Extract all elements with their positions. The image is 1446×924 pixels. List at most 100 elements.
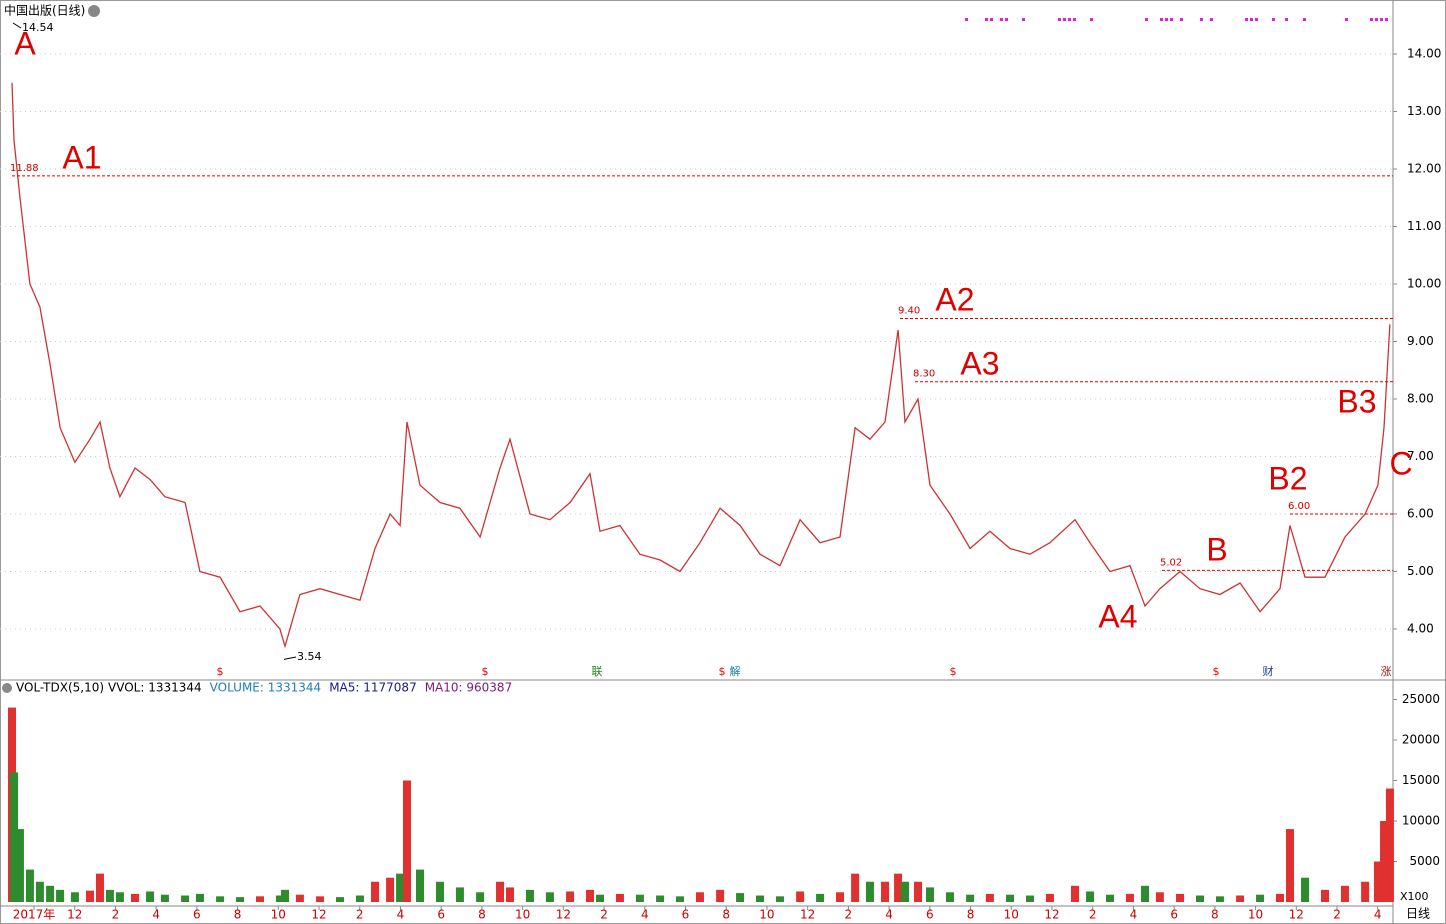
- volume-bar: [216, 896, 225, 902]
- x-tick-label: 6: [1170, 908, 1178, 922]
- volume-bar: [402, 780, 411, 902]
- volume-bar: [914, 881, 923, 902]
- event-dot: [1375, 18, 1378, 21]
- volume-bar: [255, 896, 264, 902]
- event-dot: [1068, 18, 1071, 21]
- volume-bar: [851, 873, 860, 902]
- annotation: A2: [935, 281, 974, 317]
- x-tick-label: 6: [193, 908, 201, 922]
- volume-bar: [926, 887, 935, 902]
- event-dot: [1000, 18, 1003, 21]
- volume-bar: [1141, 885, 1150, 902]
- volume-bar: [1301, 877, 1310, 902]
- readout: MA10: 960387: [425, 681, 513, 695]
- menu-icon[interactable]: [2, 683, 12, 693]
- volume-bar: [1236, 895, 1245, 902]
- volume-bar: [756, 895, 765, 902]
- volume-bar: [736, 893, 745, 902]
- x-tick-label: 4: [152, 908, 160, 922]
- annotation: B: [1206, 531, 1227, 567]
- volume-bar: [455, 887, 464, 902]
- event-marker: 联: [592, 665, 603, 678]
- volume-bar: [945, 892, 954, 902]
- volume-bar: [496, 881, 505, 902]
- volume-bar: [1006, 894, 1015, 902]
- volume-bar: [1025, 895, 1034, 902]
- y-tick-label: 7.00: [1407, 449, 1434, 463]
- event-dot: [1165, 18, 1168, 21]
- volume-bar: [695, 892, 704, 902]
- volume-bar: [15, 829, 24, 902]
- y-tick-label: 14.00: [1407, 47, 1441, 61]
- volume-bar: [95, 873, 104, 902]
- x-tick-label: 8: [722, 908, 730, 922]
- x-tick-label: 6: [437, 908, 445, 922]
- x-tick-label: 4: [885, 908, 893, 922]
- volume-bar: [316, 896, 325, 902]
- event-marker: $: [950, 665, 957, 678]
- unit-label: X100: [1400, 890, 1429, 903]
- y-tick-label: 4.00: [1407, 621, 1434, 635]
- event-dot: [1180, 18, 1183, 21]
- x-tick-label: 4: [641, 908, 649, 922]
- indicator-title: VOL-TDX(5,10): [16, 681, 104, 695]
- volume-bar: [1106, 894, 1115, 902]
- event-dot: [1255, 18, 1258, 21]
- volume-bar: [545, 892, 554, 902]
- volume-bar: [595, 894, 604, 902]
- y-tick-label: 9.00: [1407, 334, 1434, 348]
- x-tick-label: 10: [1248, 908, 1263, 922]
- x-tick-label: 8: [1211, 908, 1219, 922]
- volume-bar: [635, 894, 644, 902]
- level-label: 8.30: [913, 369, 935, 380]
- volume-bar: [10, 772, 19, 902]
- event-dot: [985, 18, 988, 21]
- y-tick-label: 6.00: [1407, 506, 1434, 520]
- volume-bar: [386, 877, 395, 902]
- volume-bar: [1256, 894, 1265, 902]
- volume-bar: [1125, 893, 1134, 902]
- volume-bar: [435, 881, 444, 902]
- volume-bar: [816, 893, 825, 902]
- annotation: A3: [960, 345, 999, 381]
- readout: VVOL: 1331344: [108, 681, 202, 695]
- volume-bar: [25, 869, 34, 902]
- low-arrow: [283, 656, 297, 660]
- x-tick-label: 10: [515, 908, 530, 922]
- event-dot: [1285, 18, 1288, 21]
- level-label: 9.40: [898, 306, 920, 317]
- volume-bar: [115, 892, 124, 902]
- volume-bar: [355, 895, 364, 902]
- event-dot: [1250, 18, 1253, 21]
- volume-bar: [1276, 893, 1285, 902]
- x-tick-label: 10: [271, 908, 286, 922]
- x-tick-label: 12: [556, 908, 571, 922]
- volume-bar: [656, 895, 665, 902]
- event-marker: 涨: [1381, 665, 1392, 678]
- volume-bar: [881, 881, 890, 902]
- volume-bar: [1385, 788, 1394, 902]
- annotation: A1: [62, 139, 101, 175]
- volume-bar: [476, 892, 485, 902]
- volume-bar: [1155, 892, 1164, 902]
- volume-bar: [796, 891, 805, 902]
- x-tick-label: 12: [1289, 908, 1304, 922]
- volume-bar: [1380, 820, 1389, 902]
- y-tick-label: 20000: [1402, 732, 1440, 746]
- x-tick-label: 10: [1004, 908, 1019, 922]
- event-dot: [1200, 18, 1203, 21]
- menu-icon[interactable]: [88, 5, 100, 17]
- x-tick-label: 10: [759, 908, 774, 922]
- event-dot: [965, 18, 968, 21]
- volume-bar: [371, 881, 380, 902]
- y-tick-label: 11.00: [1407, 219, 1441, 233]
- volume-bar: [1361, 881, 1370, 902]
- volume-bar: [236, 897, 245, 902]
- volume-bar: [1320, 889, 1329, 902]
- event-marker: $: [1213, 665, 1220, 678]
- volume-bar: [336, 897, 345, 902]
- volume-bar: [1070, 885, 1079, 902]
- volume-bar: [275, 895, 284, 902]
- volume-bar: [56, 889, 65, 902]
- x-tick-label: 12: [67, 908, 82, 922]
